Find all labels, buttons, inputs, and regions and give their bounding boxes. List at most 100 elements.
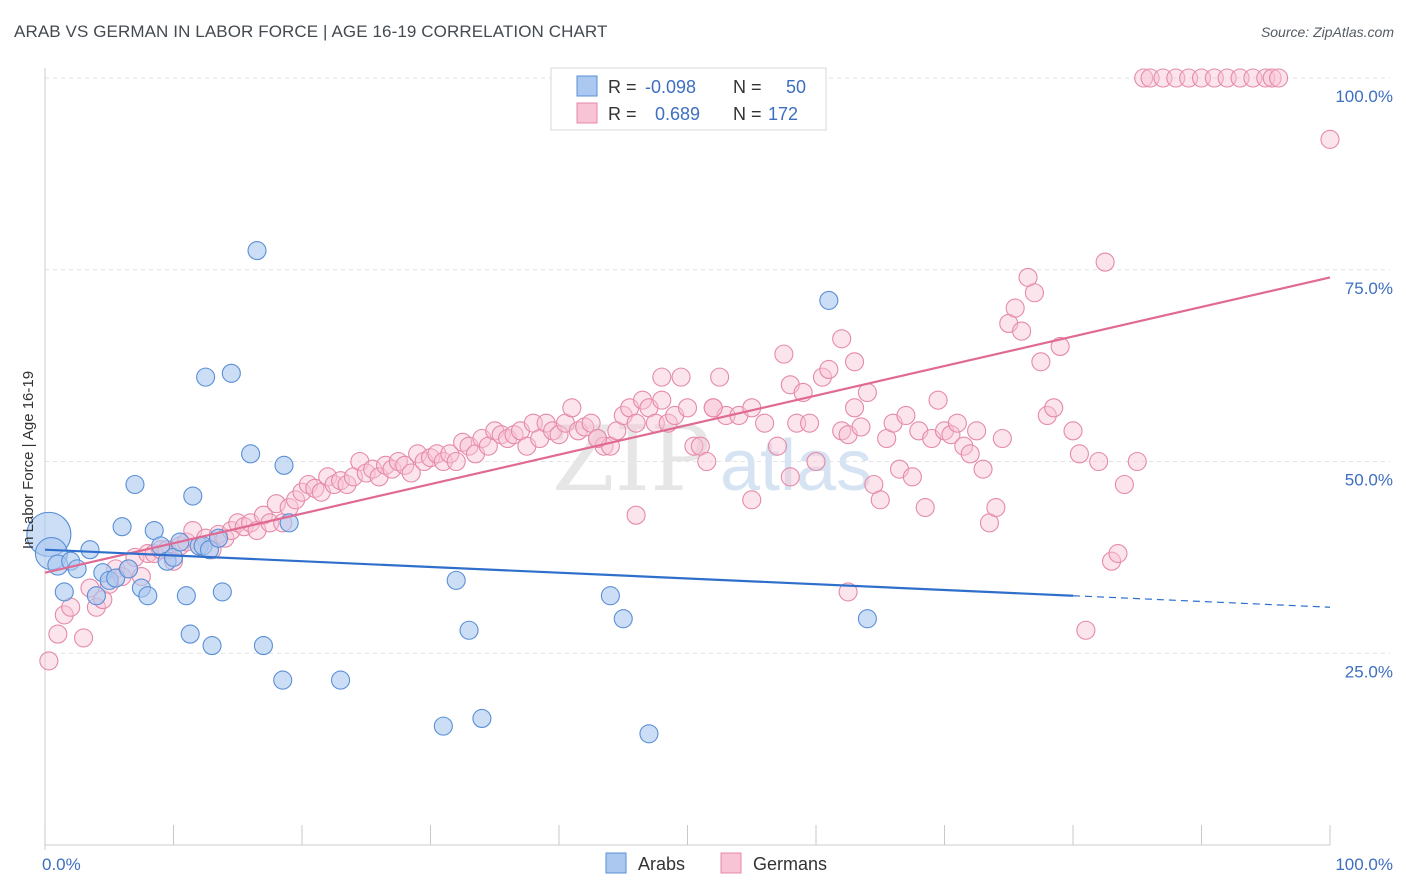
germans-point [800, 413, 820, 433]
bottom-legend-arabs-label: Arabs [638, 854, 685, 874]
germans-point [401, 463, 421, 483]
germans-point [626, 505, 646, 525]
arabs-point [446, 570, 466, 590]
arabs-points [26, 241, 877, 744]
chart-title: ARAB VS GERMAN IN LABOR FORCE | AGE 16-1… [14, 22, 608, 41]
germans-point [806, 451, 826, 472]
germans-point [1095, 252, 1115, 272]
arabs-point [274, 455, 294, 475]
germans-point [632, 390, 653, 410]
germans-point [1102, 551, 1122, 571]
arabs-point [125, 474, 145, 495]
germans-point [253, 505, 274, 525]
legend-arabs-r-label: R = [608, 77, 637, 97]
germans-point [684, 436, 704, 456]
germans-point [363, 459, 383, 479]
germans-point [992, 428, 1012, 449]
y-axis-label: In Labor Force | Age 16-19 [20, 371, 37, 549]
germans-point [1134, 68, 1154, 88]
arabs-point [639, 724, 659, 744]
germans-point [48, 624, 68, 644]
germans-point [408, 444, 428, 464]
x-tick-label-max: 100.0% [1335, 855, 1393, 874]
arabs-point [54, 582, 74, 602]
legend-germans-n-label: N = [733, 104, 762, 124]
germans-point [382, 459, 402, 479]
germans-points [39, 68, 1340, 671]
bottom-legend: Arabs Germans [605, 852, 827, 874]
arabs-point [138, 586, 158, 606]
germans-point [562, 398, 582, 418]
arabs-point [247, 241, 267, 261]
watermark-atlas: atlas [720, 426, 872, 506]
germans-point [1269, 68, 1289, 88]
y-tick-label-75: 75.0% [1345, 279, 1393, 298]
germans-point [838, 582, 858, 602]
arabs-point [472, 708, 492, 728]
germans-point [536, 413, 556, 433]
germans-point [286, 490, 306, 510]
germans-point [652, 390, 672, 410]
germans-point [1063, 421, 1083, 441]
arabs-trend-extension [1072, 595, 1331, 608]
arabs-point [86, 586, 106, 606]
germans-point [549, 425, 569, 445]
arabs-point [118, 559, 139, 579]
germans-point [74, 628, 94, 648]
arabs-point [253, 636, 274, 656]
germans-point [902, 467, 922, 487]
bottom-legend-arabs-swatch [605, 852, 627, 874]
germans-point [819, 359, 839, 380]
germans-point [440, 444, 460, 464]
germans-point [986, 497, 1006, 518]
germans-point [395, 455, 415, 475]
arabs-point [212, 582, 232, 602]
germans-point [941, 425, 961, 445]
arabs-point [106, 568, 126, 588]
germans-point [832, 329, 852, 349]
bottom-legend-germans-label: Germans [753, 854, 827, 874]
germans-point [54, 605, 74, 625]
germans-point [703, 398, 723, 418]
arabs-point [613, 609, 633, 629]
germans-point [1262, 68, 1282, 88]
arabs-point [67, 559, 87, 579]
arabs-point [80, 540, 100, 560]
germans-point [677, 398, 698, 418]
germans-point [1024, 283, 1044, 303]
germans-point [755, 413, 775, 433]
germans-point [896, 405, 916, 426]
germans-point [1012, 321, 1032, 341]
germans-point [1076, 620, 1096, 640]
germans-point [1127, 451, 1147, 472]
legend-box: R = -0.098 N = 50 R = 0.689 N = 172 [550, 67, 827, 131]
legend-germans-n-value: 172 [768, 104, 798, 124]
y-tick-label-25: 25.0% [1345, 662, 1393, 681]
legend-arabs-swatch [576, 75, 598, 97]
grid [45, 77, 1390, 654]
germans-point [967, 421, 987, 441]
germans-point [812, 367, 832, 387]
germans-point [1320, 129, 1340, 149]
arabs-point [112, 517, 132, 537]
germans-point [851, 417, 871, 437]
watermark-zip: ZIP [552, 407, 711, 512]
germans-point [844, 398, 865, 418]
germans-point [928, 390, 948, 410]
germans-point [767, 436, 788, 456]
germans-point [39, 651, 59, 671]
germans-point [780, 467, 800, 487]
arabs-point [600, 586, 620, 606]
germans-point [318, 467, 338, 487]
germans-point [954, 436, 974, 456]
arabs-point [202, 636, 222, 656]
germans-point [266, 494, 286, 514]
axes [44, 68, 1331, 850]
arabs-point [196, 367, 216, 387]
legend-arabs-r-value: -0.098 [645, 77, 696, 97]
germans-point [1114, 474, 1134, 495]
legend-arabs-n-label: N = [733, 77, 762, 97]
germans-trend-line [44, 276, 1331, 574]
arabs-point [459, 620, 479, 640]
